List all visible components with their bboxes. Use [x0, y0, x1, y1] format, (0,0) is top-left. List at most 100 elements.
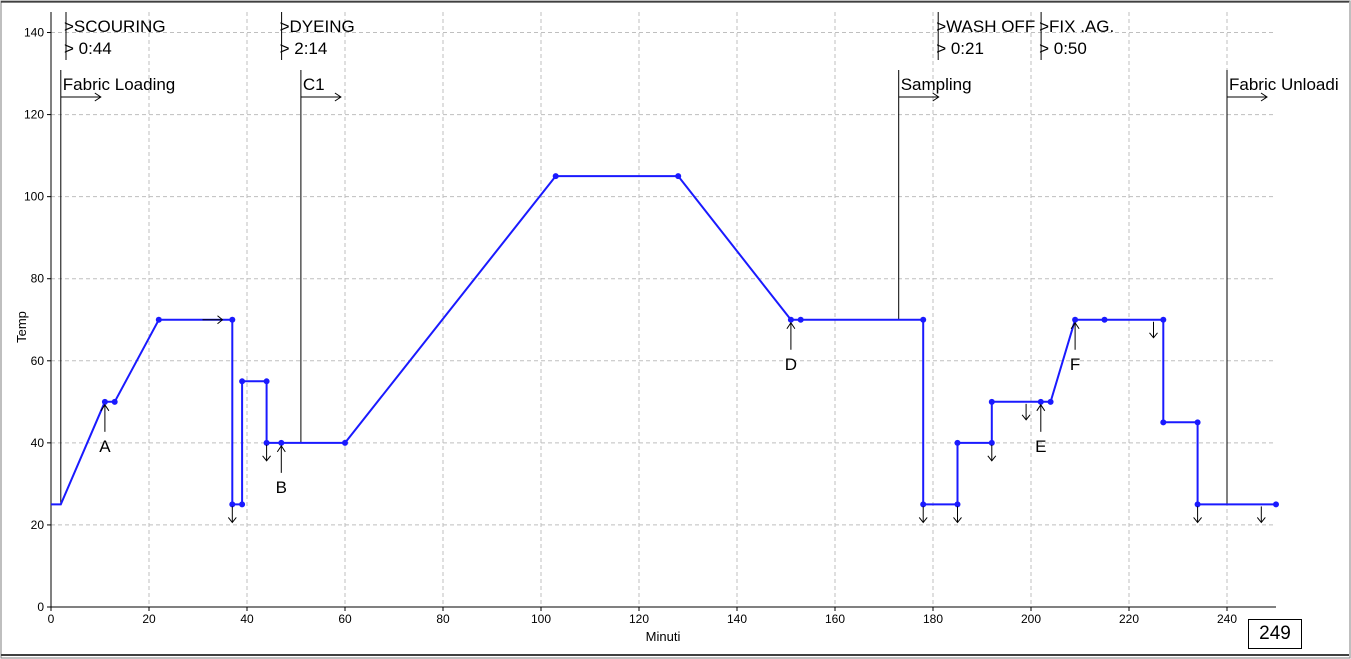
y-tick-label: 80 — [31, 272, 45, 286]
y-tick-label: 60 — [31, 354, 45, 368]
up-arrow-head — [276, 444, 286, 453]
phase-name: >FIX .AG. — [1039, 17, 1114, 36]
letter-markers: A B D E F — [99, 321, 1080, 497]
data-point — [1160, 316, 1167, 323]
y-tick-label: 140 — [24, 26, 44, 40]
data-point — [239, 501, 246, 508]
marker-letter: D — [785, 355, 797, 374]
y-tick-label: 100 — [24, 190, 44, 204]
series-line — [51, 175, 1276, 506]
phase-name: >SCOURING — [64, 17, 166, 36]
data-point — [1194, 501, 1201, 508]
y-tick-label: 20 — [31, 518, 45, 532]
x-tick-label: 40 — [240, 612, 254, 626]
x-axis-title: Minuti — [646, 629, 681, 644]
phase-name: >WASH OFF — [936, 17, 1035, 36]
data-point — [988, 439, 995, 446]
grid — [51, 12, 1276, 607]
data-point — [954, 439, 961, 446]
data-point — [1101, 316, 1108, 323]
data-point — [239, 378, 246, 385]
data-point — [1037, 398, 1044, 405]
data-point — [155, 316, 162, 323]
x-tick-label: 100 — [531, 612, 551, 626]
series-temperature — [51, 175, 1276, 506]
data-point — [111, 398, 118, 405]
phase-duration: > 0:21 — [936, 39, 984, 58]
data-point — [263, 439, 270, 446]
event-arrow-head — [334, 92, 342, 102]
down-arrow-head — [227, 517, 237, 524]
data-point — [1072, 316, 1079, 323]
x-tick-label: 120 — [629, 612, 649, 626]
marker-letter: E — [1035, 437, 1046, 456]
data-point — [920, 501, 927, 508]
event-arrow-head — [932, 92, 940, 102]
data-point — [278, 439, 285, 446]
step-arrows — [202, 315, 1266, 524]
data-point — [342, 439, 348, 446]
y-axis-title: Temp — [14, 311, 29, 343]
down-arrow-head — [1149, 332, 1158, 339]
data-point — [1273, 501, 1279, 508]
data-point — [675, 173, 682, 180]
marker-letter: B — [276, 478, 287, 497]
down-arrow-head — [918, 517, 928, 524]
y-tick-label: 0 — [37, 600, 44, 614]
data-point — [552, 173, 559, 180]
marker-letter: F — [1070, 355, 1080, 374]
right-arrow-head — [217, 315, 224, 325]
point-markers — [101, 173, 1279, 508]
event-label: Fabric Loading — [63, 75, 175, 94]
down-arrow-head — [262, 455, 271, 462]
phase-annotations: >SCOURING> 0:44>DYEING> 2:14>WASH OFF> 0… — [64, 12, 1114, 60]
down-arrow-head — [953, 517, 962, 524]
event-label: C1 — [303, 75, 325, 94]
data-point — [1047, 398, 1054, 405]
x-tick-label: 60 — [338, 612, 352, 626]
down-arrow-head — [1256, 517, 1266, 524]
x-tick-label: 180 — [923, 612, 943, 626]
event-label: Sampling — [901, 75, 972, 94]
x-tick-label: 80 — [436, 612, 450, 626]
event-arrow-head — [94, 92, 102, 102]
x-tick-label: 160 — [825, 612, 845, 626]
phase-duration: > 2:14 — [280, 39, 328, 58]
event-annotations: Fabric Loading C1 Sampling Fabric Unloadi — [60, 70, 1339, 505]
down-arrow-head — [1193, 517, 1202, 524]
data-point — [229, 316, 236, 323]
x-tick-label: 0 — [48, 612, 55, 626]
data-point — [988, 398, 995, 405]
data-point — [263, 378, 270, 385]
phase-name: >DYEING — [280, 17, 355, 36]
data-point — [954, 501, 961, 508]
event-arrow-head — [1260, 92, 1268, 102]
data-point — [1160, 419, 1167, 426]
up-arrow-head — [1070, 321, 1080, 330]
phase-duration: > 0:50 — [1039, 39, 1087, 58]
data-point — [797, 316, 804, 323]
up-arrow-head — [1036, 403, 1046, 412]
down-arrow-head — [987, 455, 997, 462]
data-point — [920, 316, 927, 323]
x-tick-label: 140 — [727, 612, 747, 626]
data-point — [1194, 419, 1201, 426]
data-point — [787, 316, 794, 323]
marker-letter: A — [99, 437, 111, 456]
y-tick-label: 40 — [31, 436, 45, 450]
x-tick-label: 20 — [142, 612, 156, 626]
up-arrow-head — [100, 403, 110, 412]
y-tick-label: 120 — [24, 108, 44, 122]
event-label: Fabric Unloadi — [1229, 75, 1339, 94]
data-point — [229, 501, 236, 508]
elapsed-counter: 249 — [1248, 619, 1302, 649]
down-arrow-head — [1021, 414, 1031, 421]
data-point — [101, 398, 108, 405]
phase-duration: > 0:44 — [64, 39, 112, 58]
axes: 0 20 40 60 80 100 120 140 160 180 200 220 240 0 20 40 60… — [24, 12, 1276, 626]
up-arrow-head — [786, 321, 796, 330]
